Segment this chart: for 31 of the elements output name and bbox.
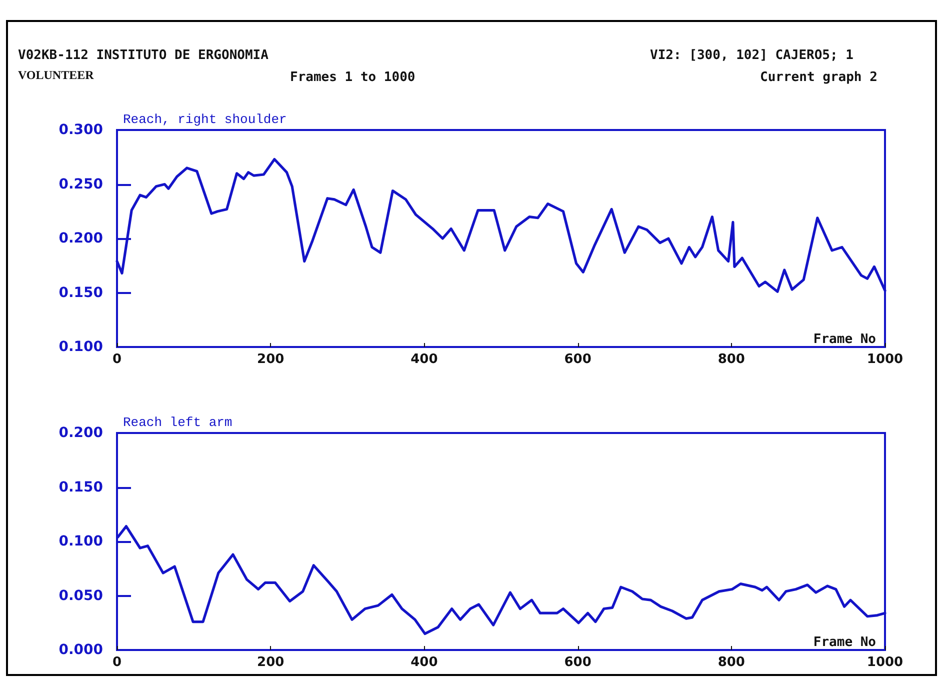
x-tick-label: 400: [410, 655, 438, 670]
text: Current graph 2: [760, 70, 878, 85]
x-tick-label: 200: [257, 352, 284, 367]
y-tick-label: 0.050: [58, 588, 104, 604]
x-tick-label: 600: [564, 352, 592, 367]
text: V02KB-112 INSTITUTO DE ERGONOMIA: [18, 48, 268, 63]
chart-title: Reach, right shoulder: [123, 112, 287, 127]
y-tick-label: 0.250: [58, 176, 104, 192]
chart-title: Reach left arm: [123, 415, 232, 430]
y-tick-label: 0.150: [58, 479, 104, 496]
y-tick-label: 0.300: [58, 122, 104, 138]
y-tick-label: 0.150: [58, 284, 104, 301]
x-tick-label: 1000: [866, 352, 904, 367]
x-tick-label: 400: [410, 352, 438, 367]
y-tick-label: 0.200: [58, 230, 104, 246]
x-tick-label: 0: [112, 655, 122, 670]
y-tick-label: 0.000: [58, 642, 104, 658]
y-tick-label: 0.200: [58, 425, 104, 441]
x-tick-label: 1000: [866, 655, 904, 670]
x-tick-label: 0: [112, 352, 122, 367]
text: VOLUNTEER: [18, 68, 94, 83]
x-tick-label: 600: [564, 655, 592, 670]
y-tick-label: 0.100: [58, 339, 104, 355]
x-axis-title: Frame No: [813, 332, 876, 347]
text: VI2: [300, 102] CAJERO5; 1: [650, 48, 854, 63]
x-tick-label: 200: [257, 655, 284, 670]
x-tick-label: 800: [718, 655, 745, 670]
x-axis-title: Frame No: [813, 635, 876, 650]
y-tick-label: 0.100: [58, 534, 104, 550]
text: Frames 1 to 1000: [290, 70, 416, 85]
x-tick-label: 800: [718, 352, 745, 367]
